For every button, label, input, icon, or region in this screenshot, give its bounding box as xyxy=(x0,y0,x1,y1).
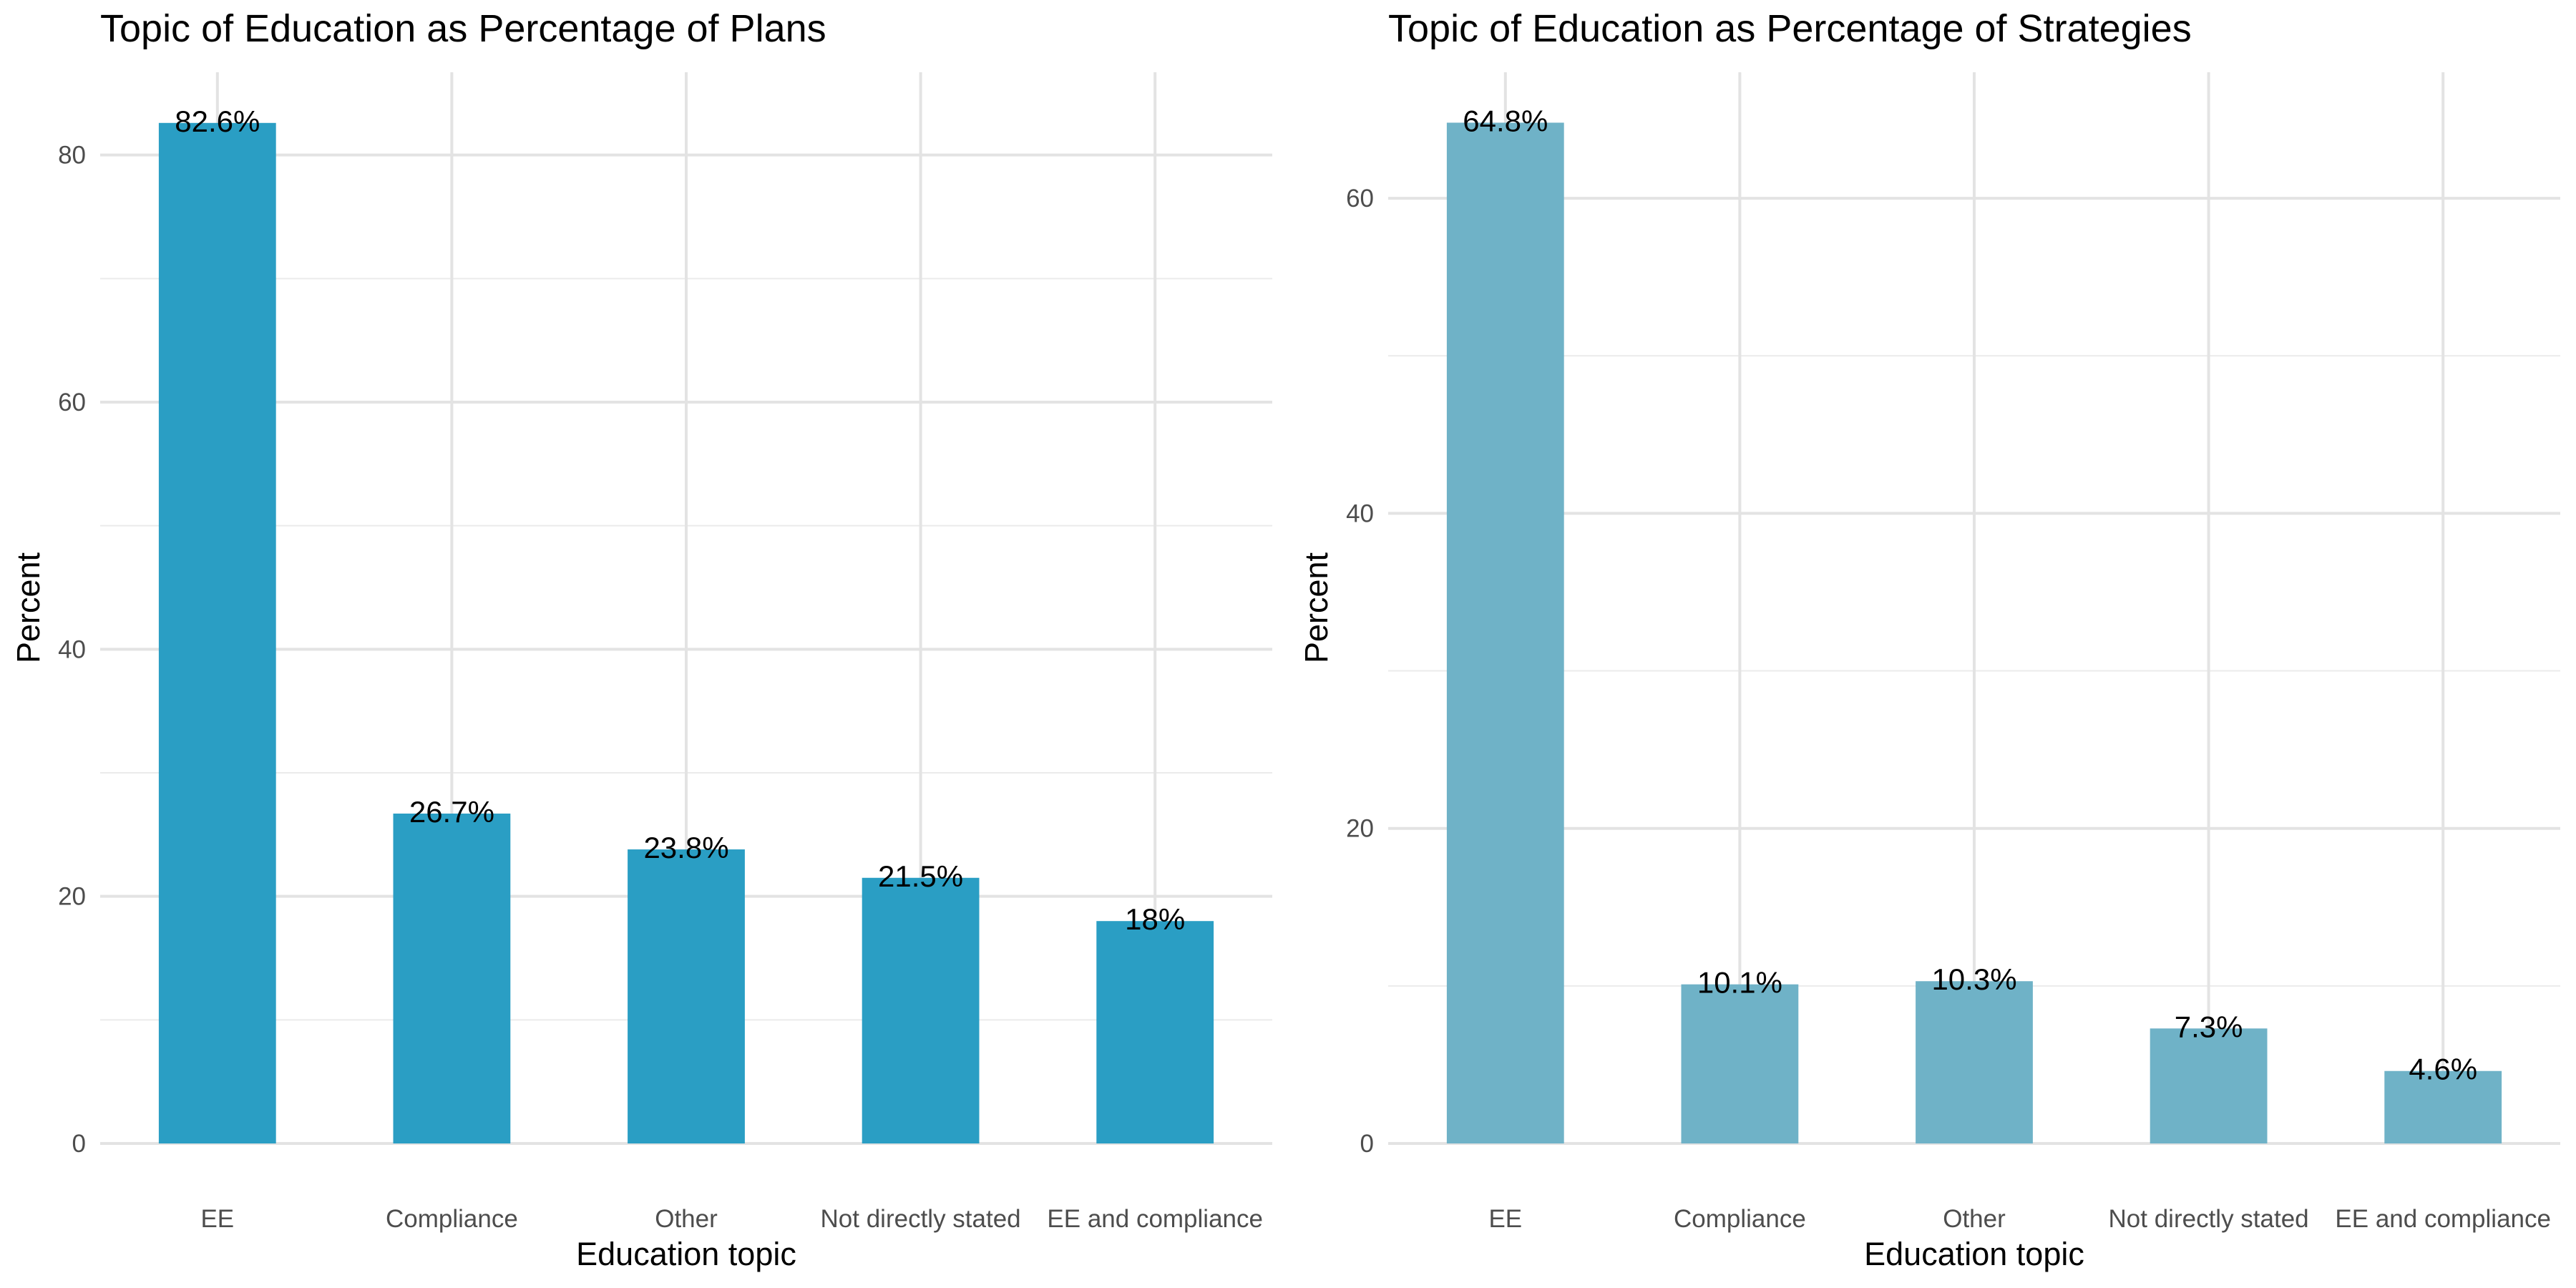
data-label: 4.6% xyxy=(2409,1053,2477,1086)
y-tick-label: 40 xyxy=(58,635,86,663)
data-label: 18% xyxy=(1125,902,1185,936)
y-tick-label: 60 xyxy=(58,389,86,416)
x-tick-label: Not directly stated xyxy=(2109,1205,2309,1233)
data-label: 21.5% xyxy=(878,859,963,893)
x-axis-label: Education topic xyxy=(576,1236,796,1272)
x-tick-label: Compliance xyxy=(386,1205,518,1233)
data-label: 82.6% xyxy=(175,104,260,138)
y-axis-label: Percent xyxy=(10,552,47,663)
data-label: 64.8% xyxy=(1463,104,1548,137)
x-tick-label: EE and compliance xyxy=(1047,1205,1263,1233)
data-label: 7.3% xyxy=(2175,1010,2243,1043)
x-axis-label: Education topic xyxy=(1864,1236,2084,1272)
bar xyxy=(1916,981,2033,1143)
chart-title: Topic of Education as Percentage of Stra… xyxy=(1388,7,2192,50)
x-tick-label: EE and compliance xyxy=(2335,1205,2551,1233)
y-tick-label: 0 xyxy=(1360,1130,1374,1158)
data-label: 10.3% xyxy=(1931,962,2016,996)
y-tick-label: 0 xyxy=(72,1130,86,1158)
x-tick-label: Other xyxy=(1943,1205,2006,1233)
bar xyxy=(1446,122,1564,1144)
y-tick-label: 40 xyxy=(1346,499,1374,527)
chart-title: Topic of Education as Percentage of Plan… xyxy=(100,7,826,50)
bar xyxy=(862,877,980,1143)
bar xyxy=(158,122,276,1144)
y-tick-label: 20 xyxy=(1346,815,1374,843)
x-tick-label: EE xyxy=(1488,1205,1522,1233)
bar xyxy=(1096,921,1214,1143)
x-tick-label: EE xyxy=(200,1205,234,1233)
data-label: 23.8% xyxy=(643,831,728,864)
chart-strategies: Topic of Education as Percentage of Stra… xyxy=(1298,7,2560,1272)
y-tick-label: 60 xyxy=(1346,185,1374,213)
bar xyxy=(2150,1028,2268,1143)
bar xyxy=(393,813,511,1143)
data-label: 10.1% xyxy=(1697,966,1782,1000)
y-axis-label: Percent xyxy=(1298,552,1335,663)
bar xyxy=(628,849,745,1143)
x-tick-label: Other xyxy=(655,1205,718,1233)
x-tick-label: Not directly stated xyxy=(821,1205,1021,1233)
y-tick-label: 80 xyxy=(58,142,86,170)
bar xyxy=(1681,984,1799,1143)
chart-plans: Topic of Education as Percentage of Plan… xyxy=(10,7,1272,1272)
bar xyxy=(2384,1070,2502,1143)
data-label: 26.7% xyxy=(409,795,494,829)
x-tick-label: Compliance xyxy=(1674,1205,1806,1233)
y-tick-label: 20 xyxy=(58,883,86,911)
